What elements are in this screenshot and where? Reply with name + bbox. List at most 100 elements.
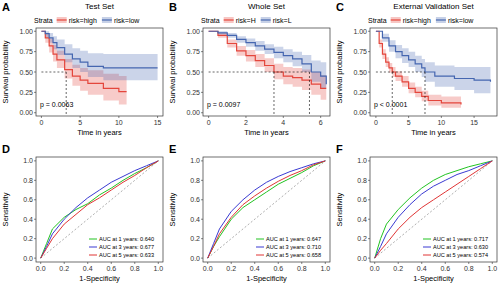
y-tick [368, 219, 370, 220]
figure: A0510150.000.250.500.751.00Time in years… [0, 0, 500, 290]
x-tick [80, 116, 81, 118]
y-tick-label: 0.8 [23, 177, 33, 184]
y-tick-label: 0.8 [190, 177, 200, 184]
x-tick [320, 116, 321, 118]
x-tick-label: 0 [374, 119, 378, 126]
panel: E0.00.20.40.60.81.00.00.20.40.60.81.01-S… [168, 143, 330, 283]
x-tick-label: 0.2 [226, 265, 236, 272]
y-tick-label: 1.0 [190, 157, 200, 164]
legend-box [421, 233, 495, 260]
x-axis-label: 1-Specificity [246, 274, 287, 283]
y-tick-label: 0.25 [19, 89, 33, 96]
plot-frame [203, 28, 330, 116]
y-tick [368, 258, 370, 259]
plot-frame [203, 157, 330, 262]
panel: F0.00.20.40.60.81.00.00.20.40.60.81.01-S… [335, 143, 497, 283]
panel-label: F [336, 143, 343, 155]
y-tick [201, 258, 203, 259]
y-axis-label: Sensitivity [335, 192, 344, 226]
y-tick-label: 0.25 [186, 89, 200, 96]
x-tick [325, 262, 326, 264]
x-tick-label: 0.6 [106, 265, 116, 272]
y-axis-label: Survival probability [335, 40, 344, 103]
y-tick-label: 0.75 [186, 48, 200, 55]
x-tick [64, 262, 65, 264]
roc-curve [41, 161, 159, 258]
x-axis-label: Time in years [77, 128, 122, 137]
y-tick [201, 92, 203, 93]
x-tick-label: 1.0 [153, 265, 163, 272]
x-tick-label: 0.4 [250, 265, 260, 272]
legend-title: Strata [368, 17, 387, 24]
y-tick [201, 72, 203, 73]
reference-diagonal [375, 161, 493, 258]
y-axis-label: Sensitivity [168, 192, 177, 226]
panel-label: C [336, 1, 344, 13]
x-tick-label: 0.0 [203, 265, 213, 272]
y-tick [201, 238, 203, 239]
legend-label: AUC at 1 years: 0.647 [266, 236, 321, 242]
y-tick-label: 1.0 [23, 157, 33, 164]
x-tick-label: 0 [207, 119, 211, 126]
legend-label: AUC at 3 years: 0.677 [99, 244, 154, 250]
median-line [209, 72, 310, 73]
x-tick [492, 262, 493, 264]
legend-line [57, 19, 67, 20]
y-tick-label: 0.75 [353, 48, 367, 55]
y-tick-label: 0.50 [186, 69, 200, 76]
panel-label: E [169, 143, 176, 155]
legend-label: AUC at 5 years: 0.574 [433, 252, 488, 258]
y-tick [201, 180, 203, 181]
legend-label: risk=low [114, 17, 140, 24]
x-tick [283, 116, 284, 118]
legend-line [436, 19, 446, 20]
y-tick-label: 0.4 [357, 216, 367, 223]
survival-curve [376, 31, 491, 82]
y-tick-label: 0.0 [23, 255, 33, 262]
x-tick-label: 1.0 [487, 265, 497, 272]
x-tick [421, 262, 422, 264]
y-tick [368, 160, 370, 161]
panel-label: B [169, 1, 177, 13]
plot-frame [370, 28, 497, 116]
legend-label: risk=high [69, 17, 97, 25]
legend-line [256, 247, 264, 248]
y-tick [201, 51, 203, 52]
y-tick [201, 219, 203, 220]
legend-swatch [391, 17, 401, 23]
legend-line [423, 255, 431, 256]
y-tick-label: 0.6 [190, 196, 200, 203]
x-tick-label: 2 [244, 119, 248, 126]
survival-curve [41, 31, 157, 68]
panel: B02460.000.250.500.751.00Time in yearsSu… [168, 1, 330, 137]
x-tick-label: 0.4 [417, 265, 427, 272]
y-tick-label: 0.0 [357, 255, 367, 262]
roc-curve [375, 161, 493, 258]
y-tick [201, 199, 203, 200]
legend-line [89, 247, 97, 248]
x-tick [41, 116, 42, 118]
y-tick-label: 0.8 [357, 177, 367, 184]
legend-box [254, 233, 328, 260]
y-tick [34, 160, 36, 161]
median-line [392, 72, 393, 116]
roc-curve [375, 161, 493, 258]
panel: A0510150.000.250.500.751.00Time in years… [1, 1, 163, 137]
x-tick-label: 10 [437, 119, 445, 126]
y-tick [368, 51, 370, 52]
title: Test Set [85, 2, 115, 11]
x-tick [111, 262, 112, 264]
x-tick [441, 116, 442, 118]
legend-line [89, 239, 97, 240]
legend-label: risk=high [403, 17, 431, 25]
x-tick [468, 262, 469, 264]
reference-diagonal [208, 161, 326, 258]
legend-line [224, 19, 234, 20]
x-tick [134, 262, 135, 264]
y-axis-label: Survival probability [1, 40, 10, 103]
x-tick-label: 15 [154, 119, 162, 126]
y-tick [34, 31, 36, 32]
x-tick-label: 0.2 [59, 265, 69, 272]
legend-swatch [261, 17, 271, 23]
legend-line [391, 19, 401, 20]
